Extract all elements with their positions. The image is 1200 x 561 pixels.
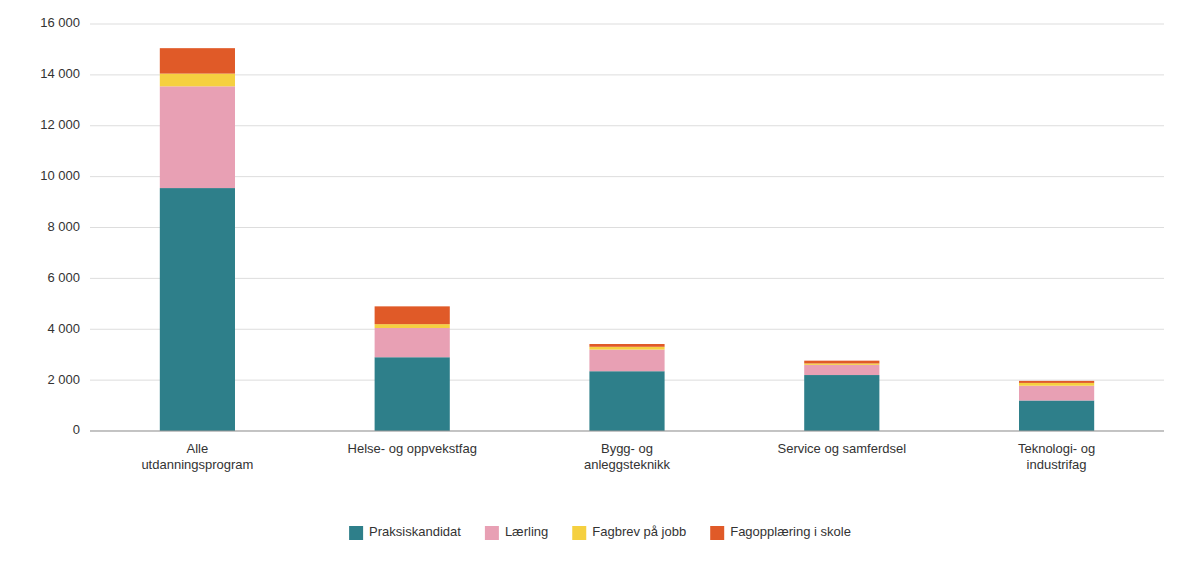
legend-label: Fagbrev på jobb xyxy=(592,524,686,539)
x-tick-label-line: industrifag xyxy=(1027,457,1087,472)
bar-segment xyxy=(375,306,450,324)
x-tick-label: Alleutdanningsprogram xyxy=(141,441,253,472)
bar-segment xyxy=(804,375,879,431)
legend-label: Praksiskandidat xyxy=(369,524,461,539)
bar-segment xyxy=(1019,400,1094,431)
legend-item: Praksiskandidat xyxy=(349,524,461,540)
grid-line xyxy=(90,329,1164,330)
bar-segment xyxy=(375,328,450,357)
legend-swatch xyxy=(349,526,363,540)
x-tick-label-line: utdanningsprogram xyxy=(141,457,253,472)
bars xyxy=(160,48,1094,431)
bar-segment xyxy=(375,357,450,431)
bar-segment xyxy=(589,344,664,347)
x-tick-label-line: Teknologi- og xyxy=(1018,441,1095,456)
x-tick-label: Service og samferdsel xyxy=(777,441,906,456)
legend-item: Fagbrev på jobb xyxy=(572,524,686,540)
grid-line xyxy=(90,227,1164,228)
x-tick-label: Bygg- oganleggsteknikk xyxy=(584,441,670,472)
bar-segment xyxy=(589,371,664,431)
y-axis: 0 2 000 4 000 6 000 8 000 10 000 12 000 14 000 1… xyxy=(40,15,80,437)
y-tick-label: 8 000 xyxy=(47,219,80,234)
x-tick-label: Teknologi- ogindustrifag xyxy=(1018,441,1095,472)
bar-segment xyxy=(804,363,879,364)
legend-item: Fagopplæring i skole xyxy=(710,524,851,540)
chart: 0 2 000 4 000 6 000 8 000 10 000 12 000 14 000 1… xyxy=(0,0,1200,561)
legend-swatch xyxy=(572,526,586,540)
bar-segment xyxy=(1019,386,1094,401)
y-tick-label: 12 000 xyxy=(40,117,80,132)
grid-line xyxy=(90,176,1164,177)
x-axis-line xyxy=(90,431,1164,432)
x-tick-label-line: Service og samferdsel xyxy=(777,441,906,456)
legend-label: Lærling xyxy=(505,524,548,539)
grid xyxy=(90,24,1164,431)
y-tick-label: 4 000 xyxy=(47,321,80,336)
bar-segment xyxy=(160,86,235,188)
bar-segment xyxy=(160,48,235,73)
y-tick-label: 16 000 xyxy=(40,15,80,30)
y-tick-label: 10 000 xyxy=(40,168,80,183)
grid-line xyxy=(90,24,1164,25)
bar-segment xyxy=(1019,381,1094,383)
x-axis: Alleutdanningsprogram Helse- og oppvekstf… xyxy=(90,431,1164,472)
bar-segment xyxy=(804,361,879,364)
legend-item: Lærling xyxy=(485,524,548,540)
grid-line xyxy=(90,278,1164,279)
bar-segment xyxy=(589,350,664,372)
series xyxy=(160,48,1094,383)
bar-segment xyxy=(804,365,879,375)
legend-swatch xyxy=(710,526,724,540)
series xyxy=(160,86,1094,400)
series xyxy=(160,74,1094,386)
x-tick-label-line: Helse- og oppvekstfag xyxy=(348,441,477,456)
legend: Praksiskandidat Lærling Fagbrev på jobb Fag… xyxy=(349,524,851,540)
x-tick-label-line: Bygg- og xyxy=(601,441,653,456)
grid-line xyxy=(90,74,1164,75)
bar-segment xyxy=(1019,383,1094,386)
y-tick-label: 0 xyxy=(73,422,80,437)
legend-swatch xyxy=(485,526,499,540)
grid-line xyxy=(90,125,1164,126)
y-tick-label: 2 000 xyxy=(47,372,80,387)
bar-segment xyxy=(589,347,664,350)
bar-segment xyxy=(160,188,235,431)
grid-line xyxy=(90,431,1164,432)
y-tick-label: 14 000 xyxy=(40,66,80,81)
bar-segment xyxy=(160,74,235,87)
bar-segment xyxy=(375,324,450,328)
y-tick-label: 6 000 xyxy=(47,270,80,285)
x-tick-label: Helse- og oppvekstfag xyxy=(348,441,477,456)
x-tick-label-line: Alle xyxy=(187,441,209,456)
series xyxy=(160,188,1094,431)
legend-label: Fagopplæring i skole xyxy=(730,524,851,539)
x-tick-label-line: anleggsteknikk xyxy=(584,457,670,472)
